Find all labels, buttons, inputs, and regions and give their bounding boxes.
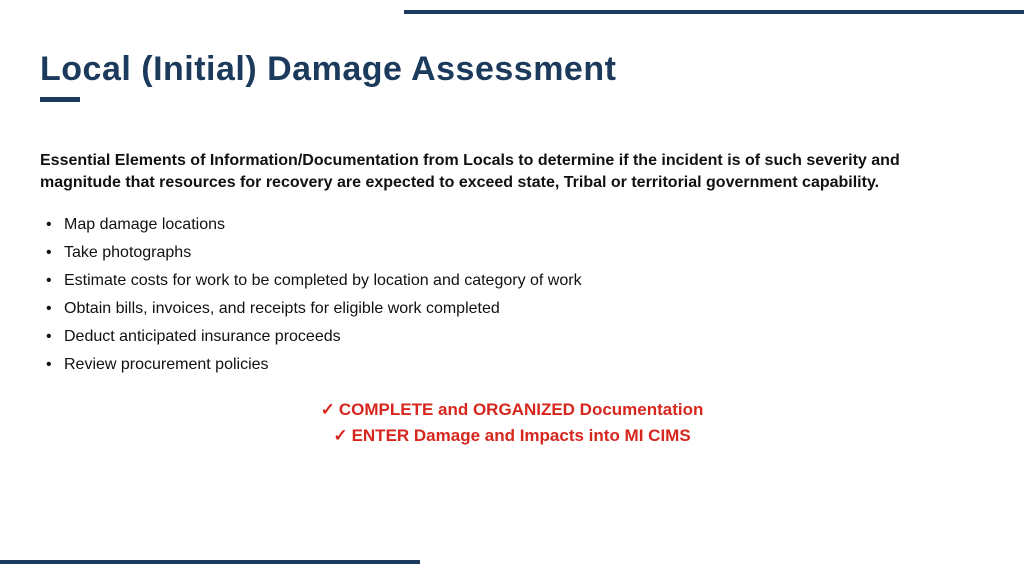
check-item: ✓ ENTER Damage and Impacts into MI CIMS xyxy=(40,423,984,449)
list-item: Obtain bills, invoices, and receipts for… xyxy=(46,295,984,323)
title-underline xyxy=(40,97,80,102)
list-item: Deduct anticipated insurance proceeds xyxy=(46,323,984,351)
list-item: Estimate costs for work to be completed … xyxy=(46,267,984,295)
list-item: Take photographs xyxy=(46,239,984,267)
check-list: ✓COMPLETE and ORGANIZED Documentation ✓E… xyxy=(40,397,984,448)
check-icon: ✓ xyxy=(321,400,335,419)
intro-paragraph: Essential Elements of Information/Docume… xyxy=(40,150,984,193)
check-text: COMPLETE and ORGANIZED Documentation xyxy=(339,400,704,419)
bullet-list: Map damage locations Take photographs Es… xyxy=(40,211,984,379)
list-item: Review procurement policies xyxy=(46,351,984,379)
check-item: ✓COMPLETE and ORGANIZED Documentation xyxy=(40,397,984,423)
check-icon: ✓ xyxy=(333,426,347,445)
list-item: Map damage locations xyxy=(46,211,984,239)
top-horizontal-rule xyxy=(404,10,1024,14)
content-area: Essential Elements of Information/Docume… xyxy=(40,150,984,448)
bottom-horizontal-rule xyxy=(0,560,420,564)
check-text: ENTER Damage and Impacts into MI CIMS xyxy=(352,426,691,445)
title-block: Local (Initial) Damage Assessment xyxy=(40,50,984,102)
slide-title: Local (Initial) Damage Assessment xyxy=(40,50,984,89)
